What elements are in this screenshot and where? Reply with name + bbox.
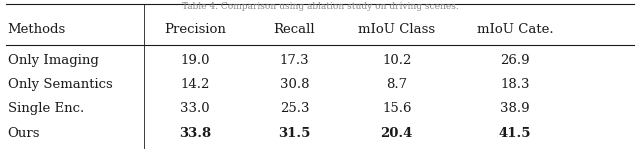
Text: 10.2: 10.2 <box>382 54 412 67</box>
Text: 38.9: 38.9 <box>500 101 530 115</box>
Text: 18.3: 18.3 <box>500 78 530 91</box>
Text: 26.9: 26.9 <box>500 54 530 67</box>
Text: 30.8: 30.8 <box>280 78 309 91</box>
Text: 20.4: 20.4 <box>381 127 413 140</box>
Text: 17.3: 17.3 <box>280 54 309 67</box>
Text: Table 4. Comparison using ablation study on driving scenes.: Table 4. Comparison using ablation study… <box>182 2 458 11</box>
Text: Ours: Ours <box>8 127 40 140</box>
Text: 41.5: 41.5 <box>499 127 531 140</box>
Text: mIoU Class: mIoU Class <box>358 23 435 36</box>
Text: 33.0: 33.0 <box>180 101 210 115</box>
Text: 8.7: 8.7 <box>386 78 408 91</box>
Text: 14.2: 14.2 <box>180 78 210 91</box>
Text: mIoU Cate.: mIoU Cate. <box>477 23 554 36</box>
Text: Single Enc.: Single Enc. <box>8 101 84 115</box>
Text: 15.6: 15.6 <box>382 101 412 115</box>
Text: Methods: Methods <box>8 23 66 36</box>
Text: 25.3: 25.3 <box>280 101 309 115</box>
Text: Only Imaging: Only Imaging <box>8 54 99 67</box>
Text: 31.5: 31.5 <box>278 127 310 140</box>
Text: 19.0: 19.0 <box>180 54 210 67</box>
Text: Recall: Recall <box>273 23 316 36</box>
Text: 33.8: 33.8 <box>179 127 211 140</box>
Text: Only Semantics: Only Semantics <box>8 78 113 91</box>
Text: Precision: Precision <box>164 23 226 36</box>
